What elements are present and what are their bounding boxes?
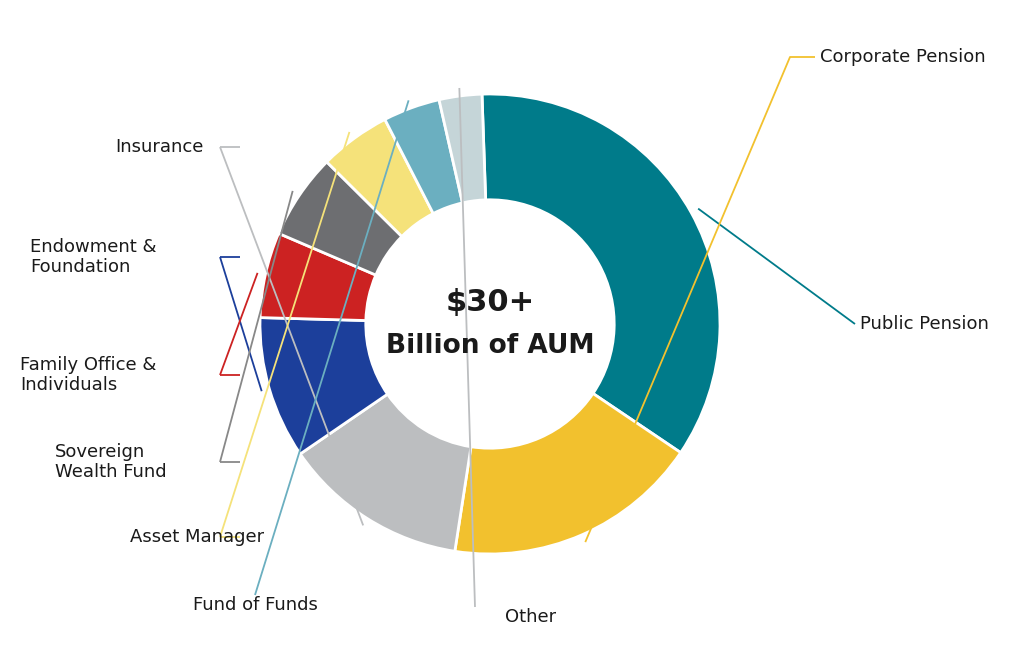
Text: Billion of AUM: Billion of AUM [386,333,594,359]
Wedge shape [482,94,720,453]
Wedge shape [260,234,376,320]
Text: $30+: $30+ [445,287,535,316]
Text: Other: Other [505,608,556,626]
Text: Endowment &
Foundation: Endowment & Foundation [30,237,157,276]
Text: Family Office &
Individuals: Family Office & Individuals [20,356,157,395]
Wedge shape [279,162,401,275]
Text: Public Pension: Public Pension [860,315,989,333]
Text: Sovereign
Wealth Fund: Sovereign Wealth Fund [55,443,167,481]
Text: Corporate Pension: Corporate Pension [820,48,986,66]
Wedge shape [327,120,433,237]
Wedge shape [385,100,463,214]
Wedge shape [300,394,471,551]
Wedge shape [455,393,681,554]
Text: Asset Manager: Asset Manager [130,528,264,546]
Text: Fund of Funds: Fund of Funds [193,596,317,614]
Wedge shape [260,318,387,454]
Text: Insurance: Insurance [115,138,204,156]
Wedge shape [439,94,485,203]
